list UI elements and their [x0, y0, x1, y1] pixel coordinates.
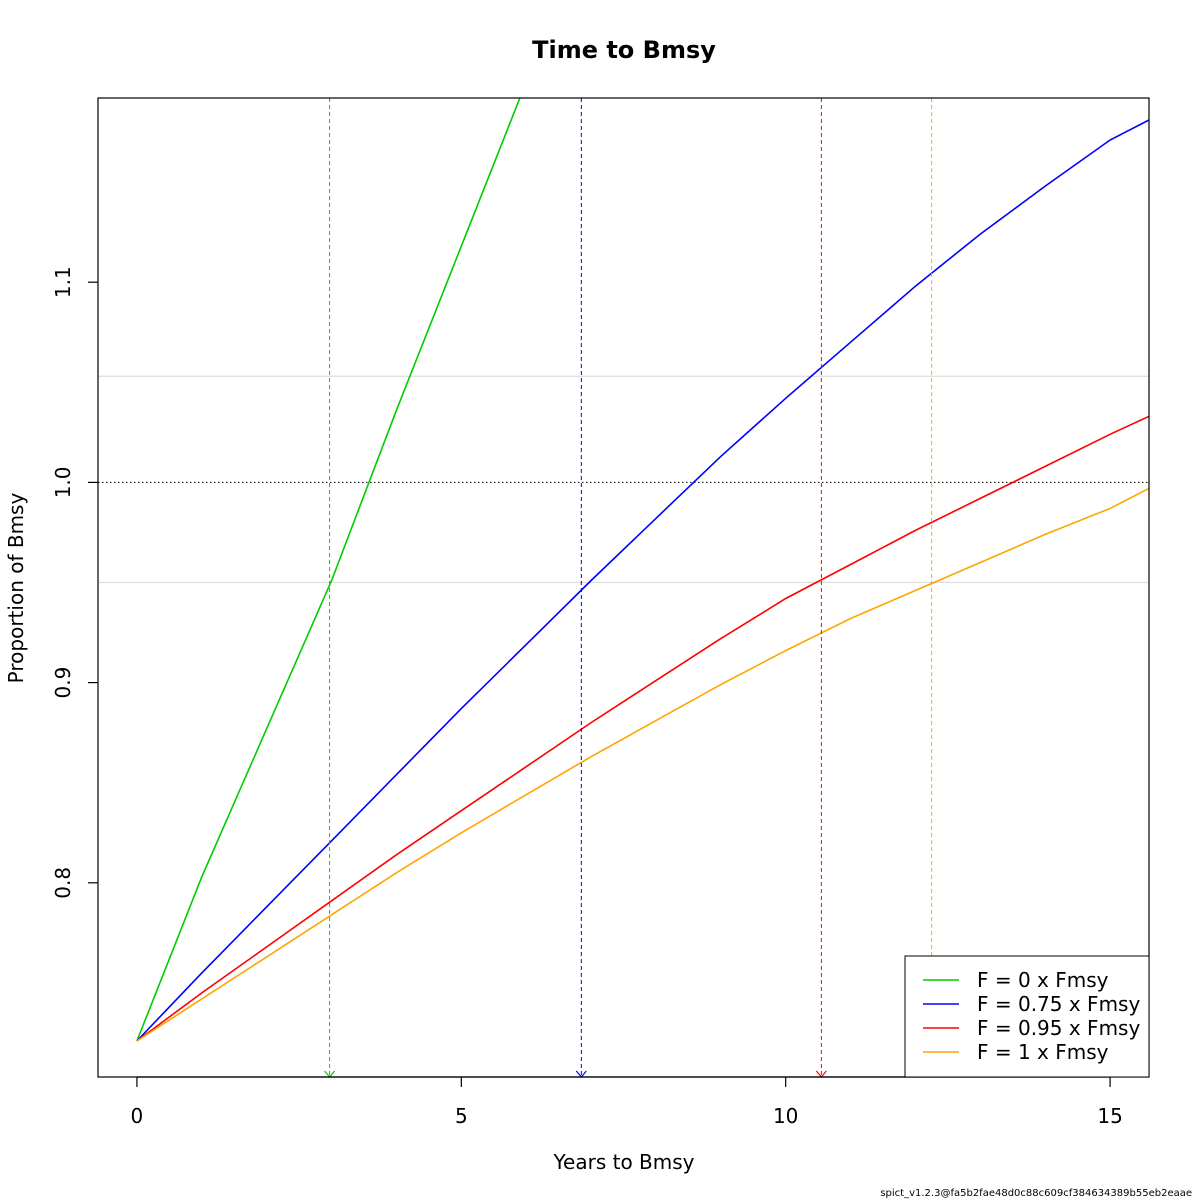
series-line-1: [136, 119, 1149, 1042]
series-line-3: [136, 487, 1149, 1042]
series-lines: [136, 98, 1149, 1042]
legend-label-2: F = 0.95 x Fmsy: [977, 1016, 1140, 1040]
x-tick-label-1: 5: [455, 1104, 468, 1128]
legend-label-3: F = 1 x Fmsy: [977, 1040, 1109, 1064]
x-tick-label-2: 10: [773, 1104, 798, 1128]
y-tick-label-2: 1.0: [51, 466, 75, 498]
chart-title: Time to Bmsy: [532, 36, 716, 64]
bmsy-band: [98, 375, 1149, 584]
y-axis: 0.8 0.9 1.0 1.1: [51, 266, 98, 899]
version-footer: spict_v1.2.3@fa5b2fae48d0c88c609cf384634…: [880, 1188, 1192, 1199]
x-tick-label-0: 0: [131, 1104, 144, 1128]
y-tick-label-3: 1.1: [51, 266, 75, 298]
series-line-0: [136, 98, 521, 1042]
x-axis: 0 5 10 15: [131, 1076, 1123, 1128]
y-axis-label: Proportion of Bmsy: [4, 493, 28, 684]
y-tick-label-0: 0.8: [51, 867, 75, 899]
x-tick-label-3: 15: [1097, 1104, 1122, 1128]
x-axis-label: Years to Bmsy: [552, 1150, 694, 1174]
legend-label-1: F = 0.75 x Fmsy: [977, 992, 1140, 1016]
time-markers: [324, 98, 938, 1078]
series-line-2: [136, 415, 1149, 1042]
y-tick-label-1: 0.9: [51, 667, 75, 699]
legend-label-0: F = 0 x Fmsy: [977, 968, 1109, 992]
plot-frame: [97, 97, 1150, 1078]
legend-box: [904, 955, 1150, 1078]
